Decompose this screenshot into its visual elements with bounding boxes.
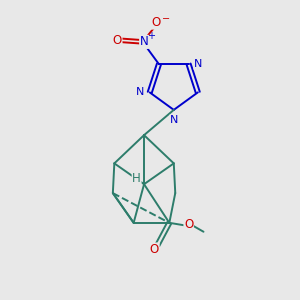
Text: N: N <box>194 59 202 69</box>
Text: O: O <box>151 16 160 29</box>
Text: +: + <box>148 31 155 41</box>
Text: O: O <box>150 243 159 256</box>
Text: N: N <box>136 87 144 98</box>
Text: −: − <box>162 14 170 24</box>
Text: O: O <box>113 34 122 47</box>
Text: N: N <box>169 115 178 125</box>
Text: N: N <box>140 35 148 48</box>
Text: H: H <box>132 172 141 185</box>
Text: O: O <box>184 218 193 231</box>
